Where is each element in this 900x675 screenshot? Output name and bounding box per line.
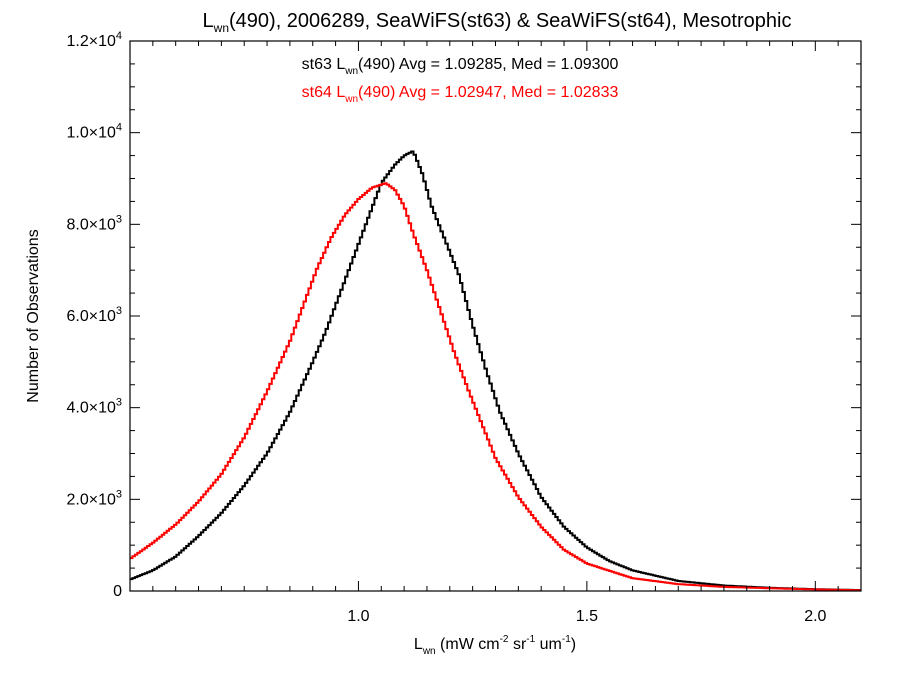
- x-axis-label: Lwn (mW cm-2 sr-1 um-1): [414, 634, 576, 657]
- series-line-st64: [130, 183, 861, 590]
- chart-title: Lwn(490), 2006289, SeaWiFS(st63) & SeaWi…: [203, 10, 792, 35]
- histogram-chart: Lwn(490), 2006289, SeaWiFS(st63) & SeaWi…: [0, 0, 900, 675]
- y-tick-label: 0: [113, 583, 122, 600]
- chart-stage: Lwn(490), 2006289, SeaWiFS(st63) & SeaWi…: [0, 0, 900, 675]
- y-tick-label: 1.0×104: [66, 122, 122, 142]
- x-tick-label: 1.0: [347, 608, 369, 625]
- plot-frame: [130, 41, 861, 591]
- series-line-st63: [130, 152, 861, 591]
- x-tick-label: 1.5: [576, 608, 598, 625]
- x-tick-label: 2.0: [804, 608, 826, 625]
- legend-entry-st63: st63 Lwn(490) Avg = 1.09285, Med = 1.093…: [302, 56, 619, 77]
- legend: st63 Lwn(490) Avg = 1.09285, Med = 1.093…: [302, 56, 619, 105]
- y-tick-label: 6.0×103: [66, 305, 122, 325]
- legend-entry-st64: st64 Lwn(490) Avg = 1.02947, Med = 1.028…: [302, 84, 619, 105]
- y-axis-label: Number of Observations: [25, 229, 42, 402]
- y-tick-label: 1.2×104: [66, 30, 122, 50]
- series-layer: [130, 152, 861, 591]
- y-tick-label: 4.0×103: [66, 397, 122, 417]
- y-tick-label: 8.0×103: [66, 213, 122, 233]
- y-tick-label: 2.0×103: [66, 488, 122, 508]
- x-axis: 1.0 1.5 2.0: [153, 41, 838, 625]
